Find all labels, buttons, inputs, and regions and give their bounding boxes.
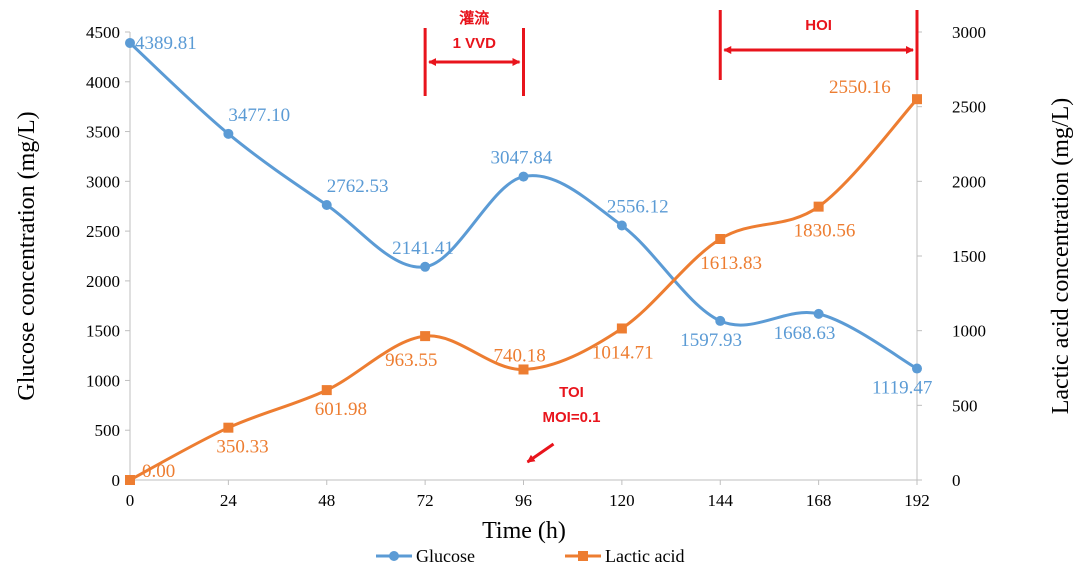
left-tick-label: 500 bbox=[95, 421, 121, 440]
left-tick-label: 3000 bbox=[86, 172, 120, 191]
right-tick-label: 1000 bbox=[952, 322, 986, 341]
lactic-acid-data-label: 0.00 bbox=[142, 461, 175, 482]
x-tick-label: 48 bbox=[318, 491, 335, 510]
glucose-point bbox=[223, 128, 234, 139]
glucose-point bbox=[321, 199, 332, 210]
x-tick-label: 96 bbox=[515, 491, 532, 510]
moi-label: MOI=0.1 bbox=[543, 409, 601, 426]
lactic-acid-data-label: 601.98 bbox=[315, 399, 367, 420]
x-axis-title: Time (h) bbox=[482, 518, 566, 544]
lactic-acid-legend-label: Lactic acid bbox=[605, 546, 684, 566]
perfusion-label: 灌流 bbox=[459, 9, 489, 27]
annotations: 灌流 1 VVD HOI TOI MOI=0.1 bbox=[423, 9, 919, 464]
lactic-acid-point bbox=[616, 323, 627, 334]
lactic-acid-point bbox=[420, 331, 431, 342]
x-tick-label: 168 bbox=[806, 491, 832, 510]
glucose-point bbox=[813, 308, 824, 319]
left-tick-label: 4000 bbox=[86, 73, 120, 92]
toi-label: TOI bbox=[559, 384, 584, 401]
left-tick-label: 1500 bbox=[86, 322, 120, 341]
glucose-legend-label: Glucose bbox=[416, 546, 475, 566]
tick-labels: 0 500 1000 1500 2000 2500 3000 3500 4000 4500 0 500… bbox=[86, 23, 986, 510]
lactic-acid-data-label: 350.33 bbox=[216, 437, 268, 458]
glucose-point bbox=[518, 171, 529, 182]
lactic-acid-point bbox=[125, 475, 135, 485]
glucose-data-label: 1597.93 bbox=[680, 330, 742, 351]
data-labels: 4389.81 3477.10 2762.53 2141.41 3047.84 2556.… bbox=[135, 33, 932, 482]
lactic-acid-data-label: 740.18 bbox=[494, 345, 546, 366]
glucose-line bbox=[128, 41, 918, 370]
left-tick-label: 3500 bbox=[86, 123, 120, 142]
right-tick-label: 3000 bbox=[952, 23, 986, 42]
hoi-label: HOI bbox=[805, 17, 832, 34]
left-tick-label: 2000 bbox=[86, 272, 120, 291]
lactic-acid-point bbox=[813, 201, 824, 212]
x-tick-label: 0 bbox=[126, 491, 135, 510]
right-tick-label: 500 bbox=[952, 396, 978, 415]
lactic-acid-point bbox=[912, 94, 922, 105]
x-tick-label: 192 bbox=[904, 491, 930, 510]
left-tick-label: 0 bbox=[112, 471, 121, 490]
left-tick-label: 4500 bbox=[86, 23, 120, 42]
right-tick-label: 2500 bbox=[952, 98, 986, 117]
x-tick-label: 72 bbox=[417, 491, 434, 510]
lactic-acid-point bbox=[518, 364, 529, 375]
glucose-point bbox=[420, 261, 431, 272]
series-layer bbox=[125, 37, 922, 485]
perfusion-rate-label: 1 VVD bbox=[453, 35, 497, 52]
x-tick-label: 24 bbox=[220, 491, 238, 510]
axes bbox=[125, 31, 922, 485]
left-tick-label: 1000 bbox=[86, 371, 120, 390]
x-tick-label: 144 bbox=[708, 491, 734, 510]
lactic-acid-point bbox=[715, 234, 726, 245]
toi-arrow bbox=[526, 442, 555, 464]
right-axis-title: Lactic acid concentration (mg/L) bbox=[1048, 98, 1074, 415]
lactic-acid-point bbox=[223, 422, 234, 433]
glucose-data-label: 1668.63 bbox=[774, 323, 836, 344]
glucose-point bbox=[912, 363, 922, 374]
glucose-data-label: 2762.53 bbox=[327, 176, 389, 197]
x-tick-label: 120 bbox=[609, 491, 635, 510]
lactic-acid-data-label: 1613.83 bbox=[700, 253, 762, 274]
left-axis-title: Glucose concentration (mg/L) bbox=[14, 111, 40, 400]
glucose-data-label: 3047.84 bbox=[491, 148, 553, 169]
right-tick-label: 2000 bbox=[952, 172, 986, 191]
glucose-point bbox=[616, 220, 627, 231]
glucose-data-label: 2141.41 bbox=[392, 238, 454, 259]
lactic-acid-legend-marker bbox=[578, 551, 588, 561]
glucose-data-label: 3477.10 bbox=[228, 105, 290, 126]
lactic-acid-data-label: 2550.16 bbox=[829, 77, 891, 98]
glucose-data-label: 4389.81 bbox=[135, 33, 197, 54]
lactic-acid-data-label: 1830.56 bbox=[794, 221, 856, 242]
glucose-point bbox=[715, 315, 726, 326]
lactic-acid-data-label: 1014.71 bbox=[592, 342, 654, 363]
glucose-data-label: 2556.12 bbox=[607, 197, 669, 218]
lactic-acid-point bbox=[321, 385, 332, 396]
legend: Glucose Lactic acid bbox=[376, 546, 684, 566]
lactic-acid-data-label: 963.55 bbox=[385, 350, 437, 371]
left-tick-label: 2500 bbox=[86, 222, 120, 241]
right-tick-label: 0 bbox=[952, 471, 961, 490]
glucose-point bbox=[125, 37, 135, 48]
glucose-legend-marker bbox=[389, 551, 399, 561]
glucose-data-label: 1119.47 bbox=[872, 378, 932, 399]
right-tick-label: 1500 bbox=[952, 247, 986, 266]
